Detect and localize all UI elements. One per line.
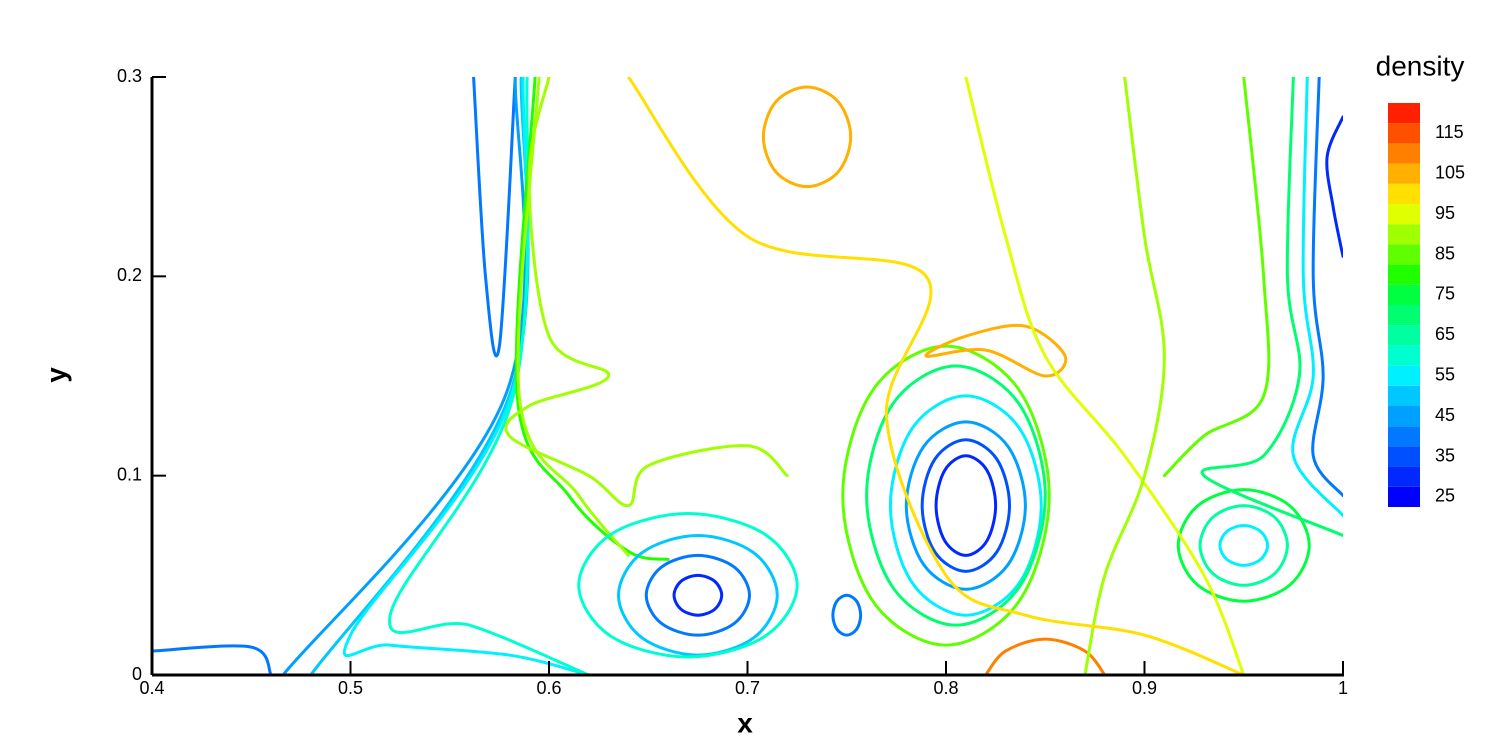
colorbar-band — [1388, 224, 1420, 245]
colorbar-tick-label: 95 — [1435, 203, 1455, 223]
contour-layer — [152, 77, 1343, 675]
contour-line — [577, 512, 799, 659]
x-tick-label: 0.6 — [536, 678, 561, 698]
contour-line — [964, 77, 1246, 675]
colorbar-band — [1388, 143, 1420, 164]
colorbar-band — [1388, 466, 1420, 487]
colorbar-title: density — [1376, 50, 1465, 81]
contour-line — [831, 593, 863, 637]
y-axis-label: y — [40, 367, 71, 383]
contour-line — [514, 77, 670, 561]
contour-line — [841, 344, 1051, 647]
contour-line — [672, 573, 724, 617]
y-tick-label: 0.1 — [117, 464, 142, 484]
colorbar-band — [1388, 426, 1420, 447]
contour-line — [626, 77, 1246, 675]
colorbar-band — [1388, 486, 1420, 507]
contour-line — [1325, 115, 1343, 258]
contour-line — [1311, 77, 1343, 498]
x-tick-label: 1 — [1338, 678, 1348, 698]
colorbar-tick-label: 25 — [1435, 486, 1455, 506]
contour-line — [865, 364, 1047, 627]
y-tick-label: 0.2 — [117, 265, 142, 285]
x-tick-label: 0.5 — [338, 678, 363, 698]
y-tick-label: 0.3 — [117, 66, 142, 86]
colorbar-band — [1388, 325, 1420, 346]
contour-line — [516, 77, 630, 557]
contour-line — [281, 77, 527, 675]
contour-line — [920, 438, 1012, 573]
x-tick-label: 0.8 — [933, 678, 958, 698]
contour-line — [888, 394, 1043, 617]
contour-line — [1200, 77, 1343, 537]
colorbar-band — [1388, 163, 1420, 184]
contour-line — [934, 454, 998, 557]
contour-line — [152, 644, 273, 675]
contour-line — [924, 323, 1068, 378]
contour-line — [1218, 524, 1270, 567]
contour-line — [342, 77, 591, 675]
contour-line — [761, 85, 853, 189]
axes: 0.4 0.5 0.6 0.7 0.8 0.9 1 0 0.1 0.2 0.3 25 35 45 55 65 7… — [117, 66, 1465, 698]
x-axis-label: x — [737, 707, 753, 738]
colorbar-band — [1388, 345, 1420, 366]
colorbar-band — [1388, 264, 1420, 285]
contour-line — [984, 637, 1107, 675]
contour-line — [1198, 504, 1289, 587]
contour-line — [644, 553, 751, 637]
colorbar-tick-label: 115 — [1435, 122, 1464, 142]
y-tick-label: 0 — [132, 664, 142, 684]
contour-line — [1162, 77, 1271, 478]
colorbar-band — [1388, 446, 1420, 467]
contour-line — [904, 420, 1027, 591]
colorbar-band — [1388, 305, 1420, 326]
colorbar-tick-label: 85 — [1435, 243, 1455, 263]
colorbar-band — [1388, 103, 1420, 124]
contour-line — [1083, 77, 1166, 675]
colorbar-band — [1388, 406, 1420, 427]
contour-line — [388, 77, 591, 675]
colorbar-tick-label: 75 — [1435, 284, 1455, 304]
colorbar-tick-label: 45 — [1435, 405, 1455, 425]
colorbar-band — [1388, 284, 1420, 305]
x-tick-label: 0.4 — [139, 678, 164, 698]
colorbar-tick-label: 55 — [1435, 364, 1455, 384]
contour-line — [504, 77, 789, 508]
colorbar-band — [1388, 204, 1420, 225]
colorbar-tick-label: 35 — [1435, 445, 1455, 465]
contour-line — [1176, 488, 1311, 603]
contour-line — [616, 533, 779, 657]
colorbar-band — [1388, 365, 1420, 386]
contour-line — [309, 77, 530, 675]
colorbar-band — [1388, 123, 1420, 144]
colorbar-tick-label: 105 — [1435, 162, 1465, 182]
colorbar-band — [1388, 183, 1420, 204]
colorbar-band — [1388, 244, 1420, 265]
x-tick-label: 0.7 — [735, 678, 760, 698]
x-tick-label: 0.9 — [1132, 678, 1157, 698]
colorbar-tick-label: 65 — [1435, 324, 1455, 344]
contour-line — [472, 77, 517, 358]
colorbar-band — [1388, 385, 1420, 406]
contour-line — [1291, 77, 1343, 518]
